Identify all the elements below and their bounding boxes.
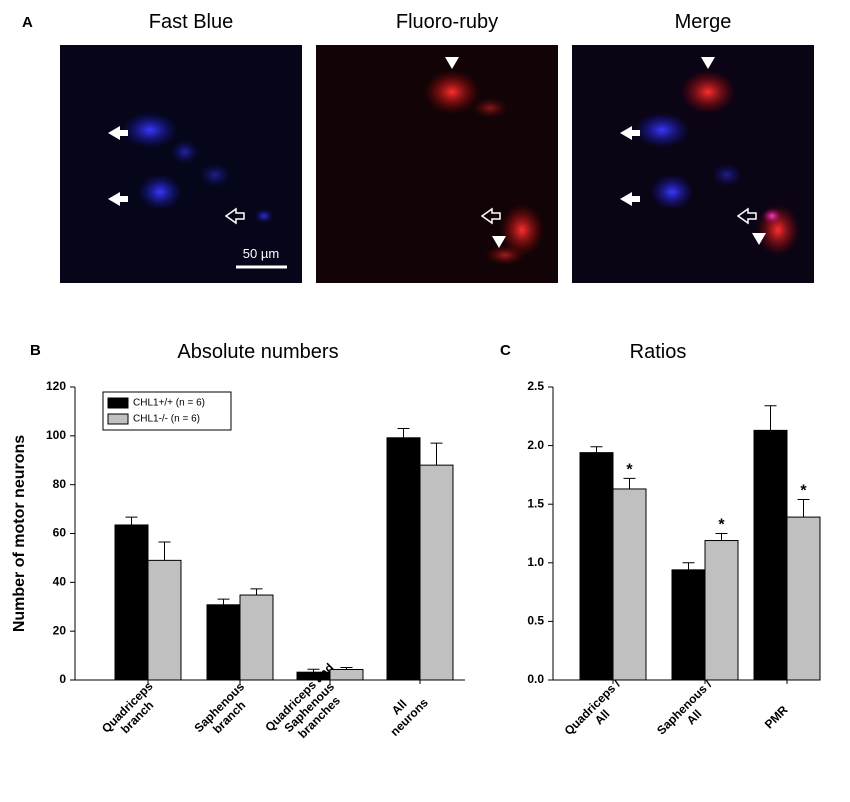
error-bar — [682, 562, 695, 570]
image-title: Fluoro-ruby — [396, 11, 498, 33]
micrograph — [572, 45, 814, 283]
bar — [386, 437, 421, 681]
bar — [239, 594, 274, 681]
y-tick-label: 0.0 — [527, 672, 544, 686]
bar — [612, 488, 647, 681]
bar — [579, 452, 614, 681]
legend-swatch — [107, 397, 129, 409]
x-tick-label: Saphenous /All — [654, 677, 725, 748]
y-tick-label: 20 — [53, 623, 67, 637]
error-bar — [590, 446, 603, 453]
legend-label: CHL1-/- (n = 6) — [133, 414, 200, 425]
bar — [147, 559, 182, 681]
panel-label: C — [500, 342, 511, 359]
x-tick-label: Allneurons — [378, 685, 432, 739]
error-bar — [715, 533, 728, 541]
error-bar — [307, 668, 320, 673]
significance-label: * — [718, 517, 725, 534]
bar — [329, 669, 364, 681]
x-tick-label: Saphenousbranch — [191, 679, 257, 745]
bar — [671, 569, 706, 681]
bar — [114, 524, 149, 681]
bar — [296, 671, 331, 681]
bar — [206, 604, 241, 681]
chart-title: Ratios — [630, 341, 687, 363]
bar — [753, 429, 788, 681]
x-tick-label: Quadricepsbranch — [99, 679, 166, 746]
error-bar — [340, 667, 353, 670]
y-tick-label: 80 — [53, 477, 67, 491]
y-tick-label: 40 — [53, 575, 67, 589]
y-axis-label: Number of motor neurons — [11, 435, 28, 632]
error-bar — [250, 588, 263, 596]
panel-label: B — [30, 342, 41, 359]
bar — [786, 516, 821, 681]
error-bar — [430, 442, 443, 466]
error-bar — [217, 598, 230, 605]
image-title: Fast Blue — [149, 11, 233, 33]
y-tick-label: 2.0 — [527, 438, 544, 452]
error-bar — [764, 405, 777, 431]
y-tick-label: 2.5 — [527, 379, 544, 393]
micrograph: 50 µm — [60, 45, 302, 283]
error-bar — [623, 477, 636, 489]
legend-swatch — [107, 413, 129, 425]
y-tick-label: 1.5 — [527, 496, 544, 510]
scale-bar-label: 50 µm — [243, 246, 279, 261]
image-title: Merge — [675, 11, 732, 33]
error-bar — [125, 516, 138, 525]
y-tick-label: 1.0 — [527, 555, 544, 569]
y-tick-label: 60 — [53, 526, 67, 540]
bar — [419, 464, 454, 681]
y-tick-label: 0 — [59, 672, 66, 686]
y-tick-label: 0.5 — [527, 614, 544, 628]
y-tick-label: 120 — [46, 379, 66, 393]
y-tick-label: 100 — [46, 428, 66, 442]
panel-label: A — [22, 14, 33, 31]
error-bar — [397, 428, 410, 438]
bar — [704, 540, 739, 681]
significance-label: * — [800, 483, 807, 500]
significance-label: * — [626, 461, 633, 478]
x-tick-label: PMR — [762, 703, 791, 732]
error-bar — [158, 541, 171, 561]
error-bar — [797, 499, 810, 518]
x-tick-label: Quadriceps /All — [562, 676, 634, 748]
legend-label: CHL1+/+ (n = 6) — [133, 398, 205, 409]
micrograph — [316, 45, 558, 283]
chart-title: Absolute numbers — [177, 341, 338, 363]
